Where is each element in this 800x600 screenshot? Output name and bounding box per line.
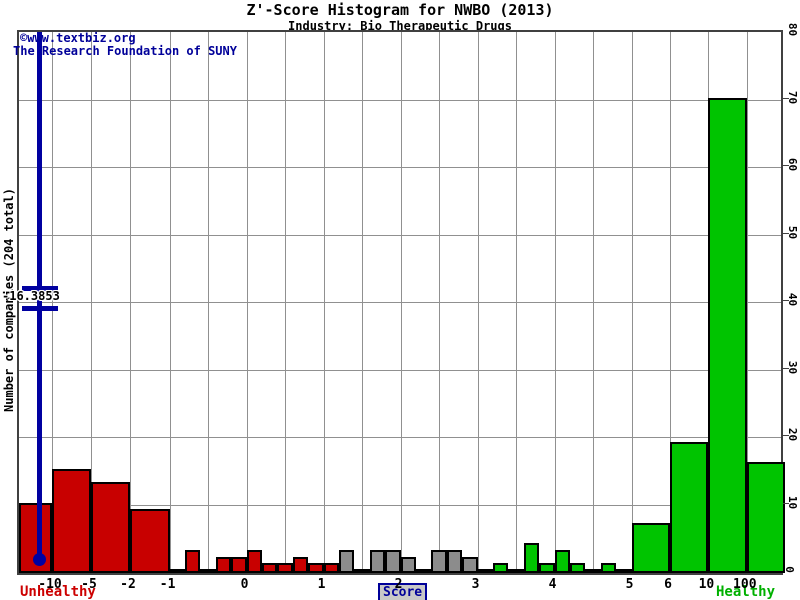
x-tick-label: 2 bbox=[394, 577, 403, 592]
histogram-bar bbox=[231, 556, 247, 573]
unhealthy-zone-label: Unhealthy bbox=[20, 584, 96, 600]
horizontal-gridline bbox=[19, 234, 781, 236]
horizontal-gridline bbox=[19, 99, 781, 101]
x-tick-label: -10 bbox=[38, 577, 62, 592]
histogram-bar bbox=[308, 563, 324, 573]
histogram-bar bbox=[493, 563, 509, 573]
histogram-bar bbox=[262, 563, 278, 573]
histogram-bar bbox=[215, 556, 232, 573]
marker-crossbar-top bbox=[22, 286, 58, 291]
y-tick-mark bbox=[783, 232, 789, 234]
vertical-gridline bbox=[477, 32, 479, 573]
watermark-url: ©www.textbiz.org bbox=[20, 31, 136, 45]
vertical-gridline bbox=[130, 32, 131, 573]
histogram-bar bbox=[462, 556, 478, 573]
chart-subtitle: Industry: Bio Therapeutic Drugs bbox=[288, 19, 512, 33]
histogram-bar bbox=[508, 569, 524, 573]
histogram-bar bbox=[708, 97, 747, 573]
histogram-bar bbox=[400, 556, 416, 573]
x-tick-label: -1 bbox=[159, 577, 176, 592]
vertical-gridline bbox=[400, 32, 402, 573]
horizontal-gridline bbox=[19, 302, 781, 303]
histogram-bar bbox=[277, 563, 293, 573]
y-tick-mark bbox=[783, 165, 789, 166]
x-tick-label: -2 bbox=[120, 577, 136, 592]
histogram-bar bbox=[339, 549, 355, 573]
x-axis-label: Score bbox=[378, 583, 428, 600]
y-tick-mark bbox=[783, 367, 789, 369]
vertical-gridline bbox=[91, 32, 92, 573]
x-tick-label: 4 bbox=[548, 577, 557, 592]
horizontal-gridline bbox=[19, 504, 781, 506]
histogram-bar bbox=[385, 549, 401, 573]
histogram-bar bbox=[246, 549, 262, 573]
histogram-bar bbox=[91, 482, 130, 573]
histogram-bar bbox=[416, 569, 432, 573]
histogram-bar bbox=[446, 549, 463, 573]
x-tick-label: 5 bbox=[625, 577, 634, 592]
healthy-zone-label: Healthy bbox=[716, 584, 776, 600]
horizontal-gridline bbox=[19, 437, 781, 438]
histogram-bar bbox=[292, 556, 309, 573]
histogram-bar bbox=[670, 441, 709, 573]
vertical-gridline bbox=[746, 32, 748, 573]
histogram-bar bbox=[323, 563, 339, 573]
histogram-bar bbox=[52, 468, 91, 573]
vertical-gridline bbox=[516, 32, 518, 573]
plot-area bbox=[17, 30, 785, 575]
x-tick-label: -5 bbox=[81, 577, 97, 592]
histogram-bar bbox=[585, 569, 601, 573]
vertical-gridline bbox=[169, 32, 171, 573]
x-tick-label: 1 bbox=[317, 577, 326, 592]
y-tick-label: 80 bbox=[786, 22, 800, 37]
vertical-gridline bbox=[439, 32, 441, 573]
horizontal-gridline bbox=[19, 369, 781, 371]
y-tick-mark bbox=[783, 300, 789, 301]
histogram-bar bbox=[523, 543, 540, 573]
marker-line bbox=[37, 32, 42, 561]
histogram-bar bbox=[631, 522, 670, 573]
vertical-gridline bbox=[208, 32, 210, 573]
histogram-bar bbox=[746, 462, 785, 573]
histogram-bar bbox=[539, 563, 555, 573]
vertical-gridline bbox=[246, 32, 248, 573]
vertical-gridline bbox=[631, 32, 633, 573]
vertical-gridline bbox=[593, 32, 595, 573]
marker-value-label: -16.3853 bbox=[2, 289, 60, 303]
watermark-org: The Research Foundation of SUNY bbox=[13, 44, 237, 58]
histogram-bar bbox=[477, 569, 493, 573]
y-tick-label: 0 bbox=[782, 566, 796, 573]
histogram-bar bbox=[185, 549, 201, 573]
histogram-bar bbox=[570, 563, 586, 573]
vertical-gridline bbox=[285, 32, 287, 573]
horizontal-gridline bbox=[19, 167, 781, 168]
histogram-bar bbox=[616, 569, 632, 573]
x-tick-label: 3 bbox=[471, 577, 480, 592]
vertical-gridline bbox=[323, 32, 325, 573]
histogram-bar bbox=[431, 549, 447, 573]
chart-title: Z'-Score Histogram for NWBO (2013) bbox=[246, 1, 554, 19]
histogram-bar bbox=[600, 563, 617, 573]
vertical-gridline bbox=[670, 32, 671, 573]
x-tick-label: 6 bbox=[664, 577, 672, 592]
histogram-bar bbox=[554, 549, 570, 573]
vertical-gridline bbox=[554, 32, 556, 573]
vertical-gridline bbox=[52, 32, 53, 573]
marker-dot bbox=[33, 553, 46, 566]
histogram-bar bbox=[130, 509, 170, 573]
vertical-gridline bbox=[362, 32, 364, 573]
histogram-bar bbox=[169, 569, 185, 573]
x-tick-label: 0 bbox=[240, 577, 249, 592]
y-tick-mark bbox=[783, 435, 789, 436]
marker-crossbar-bottom bbox=[22, 306, 58, 311]
histogram-bar bbox=[354, 569, 370, 573]
x-tick-label: 100 bbox=[733, 577, 757, 592]
y-tick-mark bbox=[783, 502, 789, 504]
x-tick-label: 10 bbox=[698, 577, 715, 592]
y-tick-mark bbox=[783, 97, 789, 99]
histogram-bar bbox=[369, 549, 386, 573]
histogram-bar bbox=[200, 569, 216, 573]
